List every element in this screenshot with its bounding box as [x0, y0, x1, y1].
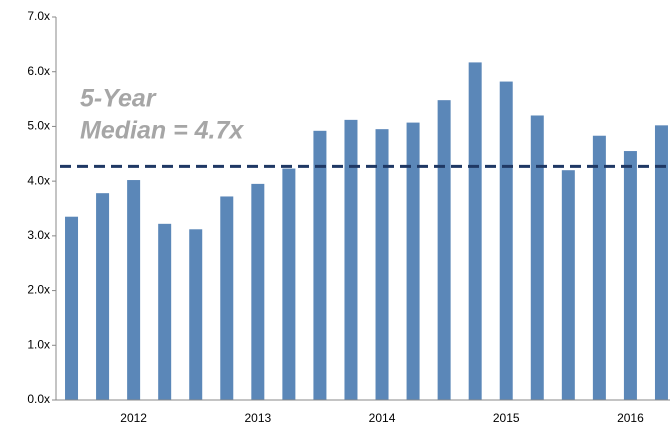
bar [623, 151, 637, 400]
bar [437, 100, 451, 400]
bar [158, 223, 172, 400]
bar [561, 170, 575, 400]
bar [592, 135, 606, 401]
y-tick-label: 1.0x [27, 337, 50, 351]
bar [282, 168, 296, 400]
bar [189, 229, 203, 400]
y-tick-label: 5.0x [27, 119, 50, 133]
bar [251, 183, 265, 400]
x-tick-label: 2012 [120, 411, 147, 425]
bar [313, 130, 327, 400]
x-tick-label: 2013 [244, 411, 271, 425]
y-tick-label: 3.0x [27, 228, 50, 242]
y-tick-label: 7.0x [27, 9, 50, 23]
bar [468, 62, 482, 401]
annotation: Median = 4.7x [80, 117, 244, 145]
x-tick-label: 2015 [493, 411, 520, 425]
x-tick-label: 2016 [617, 411, 644, 425]
x-tick-label: 2014 [369, 411, 396, 425]
annotation: 5-Year [80, 85, 157, 113]
y-tick-label: 0.0x [27, 392, 50, 406]
y-tick-label: 4.0x [27, 173, 50, 187]
bar [499, 81, 513, 400]
bar [65, 216, 79, 400]
bar [127, 180, 141, 400]
bar [530, 115, 544, 400]
bar [406, 122, 420, 400]
bar [220, 196, 234, 400]
bar [375, 129, 389, 400]
bar [654, 125, 668, 400]
bar [96, 193, 110, 400]
y-tick-label: 2.0x [27, 283, 50, 297]
bar [344, 119, 358, 400]
y-tick-label: 6.0x [27, 64, 50, 78]
